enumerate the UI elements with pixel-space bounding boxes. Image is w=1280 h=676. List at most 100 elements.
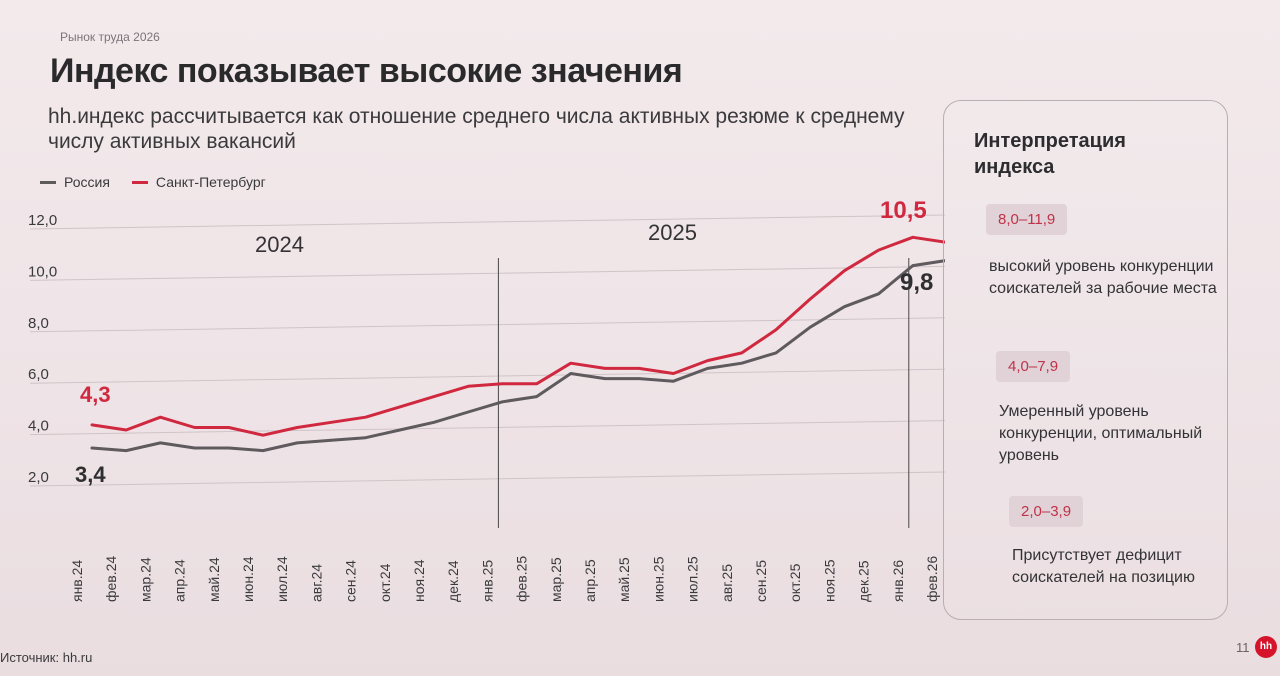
data-point-spb — [296, 426, 299, 429]
x-tick-label: янв.26 — [890, 560, 906, 602]
data-point-spb — [125, 428, 128, 432]
data-point-russia — [501, 400, 504, 403]
data-point-spb — [398, 405, 401, 409]
data-point-russia — [330, 439, 333, 442]
data-point-spb — [672, 372, 675, 375]
data-point-spb — [501, 382, 504, 385]
x-tick-label: июн.25 — [650, 556, 666, 602]
data-point-russia — [432, 421, 436, 424]
series-line-spb — [90, 235, 945, 437]
data-point-russia — [227, 446, 230, 450]
x-tick-label: ноя.25 — [821, 559, 837, 602]
annotation-russia-start: 3,4 — [75, 462, 106, 487]
year-label-2024: 2024 — [255, 232, 304, 257]
data-point-russia — [261, 449, 265, 452]
legend-item-russia: Россия — [40, 174, 110, 190]
data-point-russia — [843, 305, 846, 308]
data-point-russia — [809, 326, 812, 329]
x-tick-label: сен.25 — [753, 560, 769, 602]
annotation-spb-end: 10,5 — [880, 197, 927, 224]
x-tick-label: ноя.24 — [411, 559, 427, 602]
kicker-label: Рынок труда 2026 — [60, 30, 160, 44]
x-tick-label: авг.24 — [308, 564, 324, 602]
data-point-russia — [467, 410, 470, 414]
data-point-spb — [432, 395, 436, 398]
slide-subtitle: hh.индекс рассчитывается как отношение с… — [48, 105, 905, 153]
legend-label-spb: Санкт-Петербург — [155, 174, 266, 190]
gridline — [29, 317, 945, 333]
range-desc-moderate: Умеренный уровень конкуренции, оптимальн… — [999, 403, 1203, 464]
range-desc-high: высокий уровень конкуренции соискателей … — [989, 258, 1217, 297]
data-point-spb — [809, 297, 812, 301]
data-point-spb — [877, 248, 880, 252]
hh-logo: hh — [1255, 636, 1277, 658]
data-point-russia — [364, 436, 367, 439]
y-tick-label: 6,0 — [28, 366, 49, 383]
gridline — [29, 471, 945, 487]
y-tick-label: 12,0 — [28, 212, 57, 229]
data-point-spb — [467, 385, 470, 388]
data-point-russia — [125, 449, 128, 452]
data-point-russia — [90, 446, 94, 450]
data-point-spb — [638, 367, 641, 370]
x-tick-label: дек.25 — [856, 560, 872, 602]
annotation-russia-end: 9,8 — [900, 269, 933, 296]
data-point-spb — [911, 236, 914, 239]
data-point-spb — [227, 426, 230, 429]
x-tick-label: апр.24 — [172, 559, 188, 602]
annotation-spb-start: 4,3 — [80, 382, 111, 407]
data-point-spb — [774, 328, 778, 331]
x-tick-label: окт.24 — [377, 563, 393, 602]
x-tick-label: авг.25 — [719, 564, 735, 602]
chart-legend: Россия Санкт-Петербург — [40, 174, 266, 190]
legend-swatch-spb — [131, 180, 148, 184]
line-chart: 2,0 4,0 6,0 8,0 10,0 12,0 2024 2025 4,3 3,4 10,5 9,… — [28, 197, 945, 602]
range-badge-high: 8,0–11,9 — [986, 204, 1068, 235]
x-tick-label: окт.25 — [787, 563, 803, 602]
data-point-spb — [364, 415, 367, 419]
data-point-spb — [90, 423, 94, 427]
data-point-russia — [774, 351, 778, 355]
data-point-russia — [706, 367, 709, 370]
data-point-russia — [740, 362, 743, 365]
range-desc-deficit: Присутствует дефицит соискателей на пози… — [1012, 547, 1195, 586]
y-tick-label: 10,0 — [28, 263, 57, 280]
legend-label-russia: Россия — [64, 174, 110, 190]
data-point-spb — [330, 421, 333, 424]
x-tick-label: янв.25 — [479, 560, 495, 602]
gridline — [29, 214, 945, 230]
x-tick-label: сен.24 — [343, 560, 359, 602]
gridline — [29, 368, 945, 384]
x-tick-label: янв.24 — [69, 560, 85, 602]
data-point-russia — [159, 441, 162, 445]
data-point-spb — [706, 359, 709, 362]
data-point-russia — [569, 372, 572, 375]
series-line-russia — [90, 259, 945, 453]
data-point-russia — [672, 380, 675, 383]
data-point-russia — [296, 441, 299, 445]
y-tick-label: 4,0 — [28, 418, 49, 435]
range-badge-deficit: 2,0–3,9 — [1009, 496, 1084, 527]
gridline — [29, 420, 945, 436]
data-point-russia — [638, 377, 641, 380]
panel-title: Интерпретация индекса — [974, 130, 1126, 178]
data-point-spb — [261, 433, 265, 437]
gridline — [29, 265, 945, 281]
data-point-russia — [603, 377, 607, 380]
x-tick-label: мар.24 — [137, 557, 153, 602]
x-tick-label: фев.26 — [924, 556, 940, 602]
source-note: Источник: hh.ru — [0, 650, 93, 665]
range-badge-moderate: 4,0–7,9 — [996, 351, 1071, 382]
y-tick-label: 2,0 — [28, 469, 49, 486]
data-point-russia — [877, 292, 880, 296]
x-tick-label: фев.24 — [103, 556, 119, 602]
interpretation-panel: Интерпретация индекса 8,0–11,9 высокий у… — [943, 100, 1228, 620]
page-number: 11 — [1236, 640, 1250, 655]
x-tick-label: дек.24 — [445, 560, 461, 602]
legend-swatch-russia — [40, 180, 56, 184]
data-point-spb — [535, 382, 538, 385]
data-point-spb — [740, 351, 743, 355]
year-label-2025: 2025 — [648, 220, 697, 245]
data-point-spb — [569, 362, 572, 365]
